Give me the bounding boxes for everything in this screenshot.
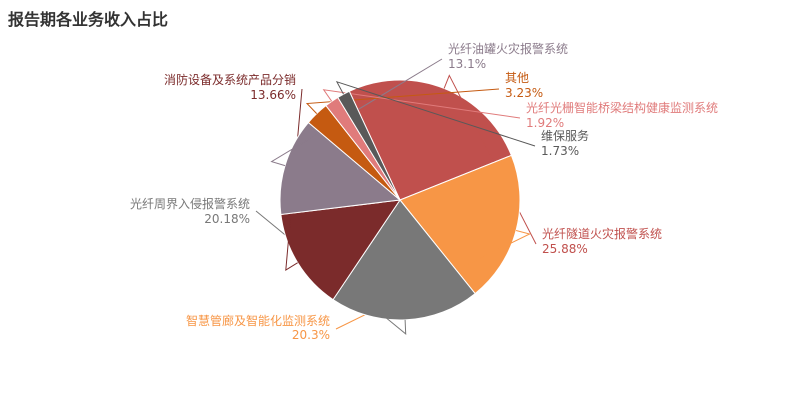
leader-line-6 [305, 88, 500, 114]
slice-name-label-5: 光纤油罐火灾报警系统 [448, 41, 568, 56]
slice-name-label-3: 光纤周界入侵报警系统 [130, 196, 250, 211]
slice-name-label-8: 维保服务 [541, 128, 589, 143]
slice-percent-label-4: 13.66% [250, 88, 296, 102]
slice-percent-label-5: 13.1% [448, 57, 486, 71]
slice-percent-label-8: 1.73% [541, 144, 579, 158]
slice-name-label-7: 光纤光栅智能桥梁结构健康监测系统 [526, 100, 718, 115]
pie-slice-5 [279, 121, 402, 216]
slice-name-label-2: 智慧管廊及智能化监测系统 [186, 313, 330, 328]
leader-line-8 [335, 80, 536, 147]
slice-percent-label-2: 20.3% [292, 328, 330, 342]
slice-name-label-4: 消防设备及系统产品分销 [164, 72, 296, 87]
leader-line-7 [322, 89, 521, 119]
slice-percent-label-3: 20.18% [204, 212, 250, 226]
slice-percent-label-6: 3.23% [505, 86, 543, 100]
slice-name-label-6: 其他 [505, 71, 529, 85]
pie-slice-2 [399, 154, 521, 295]
slice-percent-label-1: 25.88% [542, 242, 588, 256]
slice-name-label-1: 光纤隧道火灾报警系统 [542, 226, 662, 241]
chart-title: 报告期各业务收入占比 [8, 10, 169, 29]
pie-slice-3 [332, 199, 476, 321]
leader-line-5 [270, 58, 443, 167]
slice-percent-label-7: 1.92% [526, 116, 564, 130]
